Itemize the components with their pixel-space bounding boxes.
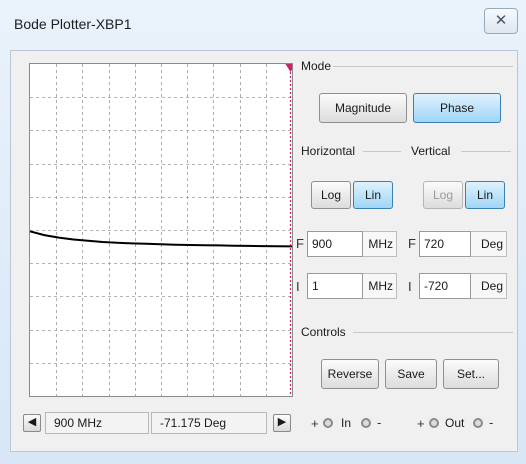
in-plus-sign: + <box>311 416 319 431</box>
in-plus-terminal[interactable] <box>323 418 333 428</box>
horizontal-final-unit[interactable]: MHz <box>363 231 397 257</box>
out-minus-terminal[interactable] <box>473 418 483 428</box>
plot-grid <box>30 64 292 396</box>
in-label: In <box>341 416 352 430</box>
cursor-handle[interactable] <box>285 64 293 72</box>
vertical-initial-input[interactable]: -720 <box>419 273 471 299</box>
value-readout: -71.175 Deg <box>151 412 267 434</box>
close-icon: ✕ <box>494 12 508 29</box>
reverse-button[interactable]: Reverse <box>321 359 379 389</box>
mode-divider <box>333 66 513 67</box>
cursor-left-button[interactable]: ◀ <box>23 414 41 432</box>
in-minus-terminal[interactable] <box>361 418 371 428</box>
arrow-left-icon: ◀ <box>27 416 37 428</box>
horizontal-divider <box>363 151 401 152</box>
mode-label: Mode <box>301 59 332 73</box>
horizontal-initial-input[interactable]: 1 <box>307 273 363 299</box>
vertical-final-prefix: F <box>408 236 416 251</box>
plot-canvas <box>30 64 292 396</box>
vertical-log-button[interactable]: Log <box>423 181 463 209</box>
controls-divider <box>353 332 513 333</box>
client-area: Mode Magnitude Phase Horizontal Log Lin … <box>10 50 518 452</box>
close-button[interactable]: ✕ <box>484 8 518 34</box>
vertical-final-unit[interactable]: Deg <box>471 231 507 257</box>
set-button[interactable]: Set... <box>443 359 499 389</box>
bode-plot[interactable] <box>29 63 293 397</box>
frequency-readout: 900 MHz <box>45 412 149 434</box>
arrow-right-icon: ▶ <box>277 416 287 428</box>
out-plus-terminal[interactable] <box>429 418 439 428</box>
vertical-final-input[interactable]: 720 <box>419 231 471 257</box>
vertical-initial-prefix: I <box>408 279 412 294</box>
window-title: Bode Plotter-XBP1 <box>14 16 132 32</box>
horizontal-final-input[interactable]: 900 <box>307 231 363 257</box>
plot-cursor <box>285 64 293 396</box>
horizontal-final-prefix: F <box>296 236 304 251</box>
vertical-lin-button[interactable]: Lin <box>465 181 505 209</box>
vertical-divider <box>461 151 511 152</box>
out-plus-sign: + <box>417 416 425 431</box>
phase-trace <box>30 230 292 248</box>
in-minus-sign: - <box>377 415 382 430</box>
out-label: Out <box>445 416 465 430</box>
save-button[interactable]: Save <box>385 359 437 389</box>
controls-label: Controls <box>301 325 346 339</box>
magnitude-button[interactable]: Magnitude <box>319 93 407 123</box>
vertical-initial-unit[interactable]: Deg <box>471 273 507 299</box>
title-bar[interactable]: Bode Plotter-XBP1 ✕ <box>0 0 526 52</box>
horizontal-log-button[interactable]: Log <box>311 181 351 209</box>
horizontal-label: Horizontal <box>301 144 356 158</box>
out-minus-sign: - <box>489 415 494 430</box>
horizontal-initial-unit[interactable]: MHz <box>363 273 397 299</box>
phase-button[interactable]: Phase <box>413 93 501 123</box>
horizontal-initial-prefix: I <box>296 279 300 294</box>
vertical-label: Vertical <box>411 144 451 158</box>
horizontal-lin-button[interactable]: Lin <box>353 181 393 209</box>
cursor-right-button[interactable]: ▶ <box>273 414 291 432</box>
